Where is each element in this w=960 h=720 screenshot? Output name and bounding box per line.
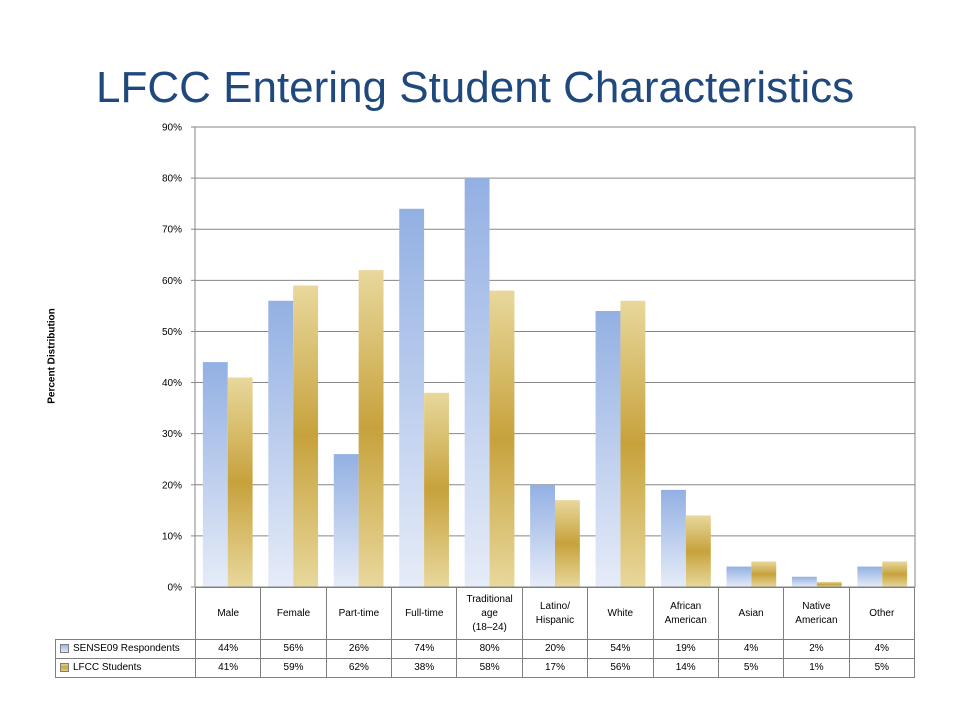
category-label: Latino/Hispanic: [521, 587, 589, 640]
category-label: Male: [194, 587, 262, 640]
series-name: LFCC Students: [55, 658, 196, 678]
data-label: 20%: [521, 639, 589, 659]
bar-sense09: [464, 178, 490, 587]
data-table: Male Female Part-time Full-time Traditional a…: [55, 587, 916, 678]
bar-lfcc: [358, 270, 384, 587]
data-label: 58%: [456, 658, 523, 678]
bar-sense09: [333, 454, 359, 587]
data-label: 56%: [587, 658, 654, 678]
data-label: 5%: [848, 658, 916, 678]
category-label: Native American: [783, 587, 850, 640]
bar-sense09: [268, 300, 294, 587]
bar-sense09: [726, 566, 752, 587]
bar-sense09: [791, 576, 817, 587]
table-corner: [55, 587, 196, 640]
category-label: African American: [652, 587, 719, 640]
y-tick-label: 30%: [162, 429, 182, 440]
bars: [202, 178, 908, 587]
data-label: 44%: [194, 639, 262, 659]
bar-lfcc: [816, 581, 842, 587]
bar-lfcc: [227, 377, 253, 587]
data-label: 1%: [783, 658, 850, 678]
data-label: 14%: [652, 658, 719, 678]
bar-sense09: [202, 362, 228, 587]
y-tick-label: 40%: [162, 378, 182, 389]
bar-lfcc: [293, 285, 319, 587]
category-label: Asian: [717, 587, 785, 640]
data-label: 2%: [783, 639, 850, 659]
category-label: Part-time: [325, 587, 393, 640]
y-tick-label: 70%: [162, 225, 182, 236]
bar-sense09: [530, 484, 555, 587]
data-label: 59%: [260, 658, 327, 678]
slide-title: LFCC Entering Student Characteristics: [96, 63, 855, 112]
bar-sense09: [595, 311, 621, 587]
bar-lfcc: [489, 290, 515, 587]
data-label: 56%: [260, 639, 327, 659]
data-label: 17%: [521, 658, 589, 678]
y-axis-ticks: 0%10%20%30%40%50%60%70%80%90%: [162, 123, 195, 594]
data-label: 74%: [391, 639, 458, 659]
bar-lfcc: [882, 561, 908, 587]
y-tick-label: 90%: [162, 123, 182, 134]
data-label: 41%: [194, 658, 262, 678]
data-label: 5%: [717, 658, 785, 678]
category-label: White: [587, 587, 654, 640]
y-tick-label: 60%: [162, 276, 182, 287]
series-name: SENSE09 Respondents: [55, 639, 196, 659]
category-label: Full-time: [391, 587, 458, 640]
data-label: 4%: [717, 639, 785, 659]
data-label: 4%: [848, 639, 916, 659]
y-tick-label: 80%: [162, 174, 182, 185]
category-label: Other: [848, 587, 916, 640]
category-header-row: Male Female Part-time Full-time Traditional a…: [55, 587, 916, 640]
data-label: 80%: [456, 639, 523, 659]
bar-lfcc: [424, 392, 449, 587]
data-label: 38%: [391, 658, 458, 678]
table-row: SENSE09 Respondents 44% 56% 26% 74% 80% 20% 54%…: [55, 639, 916, 659]
category-label: Traditional age (18–24): [456, 587, 523, 640]
y-tick-label: 50%: [162, 327, 182, 338]
legend-key: [60, 662, 69, 672]
bar-sense09: [399, 208, 425, 587]
legend-key: [60, 643, 69, 653]
data-label: 26%: [325, 639, 393, 659]
category-label: Female: [260, 587, 327, 640]
bar-lfcc: [555, 500, 580, 587]
data-label: 19%: [652, 639, 719, 659]
data-label: 62%: [325, 658, 393, 678]
bar-sense09: [661, 489, 686, 587]
y-tick-label: 10%: [162, 531, 182, 542]
bar-lfcc: [685, 515, 711, 587]
y-tick-label: 20%: [162, 480, 182, 491]
bar-lfcc: [620, 300, 646, 587]
bar-sense09: [857, 566, 883, 587]
data-label: 54%: [587, 639, 654, 659]
bar-lfcc: [751, 561, 777, 587]
table-row: LFCC Students 41% 59% 62% 38% 58% 17% 56% 14% 5% 1…: [55, 658, 916, 678]
y-axis-label: Percent Distribution: [46, 308, 58, 404]
